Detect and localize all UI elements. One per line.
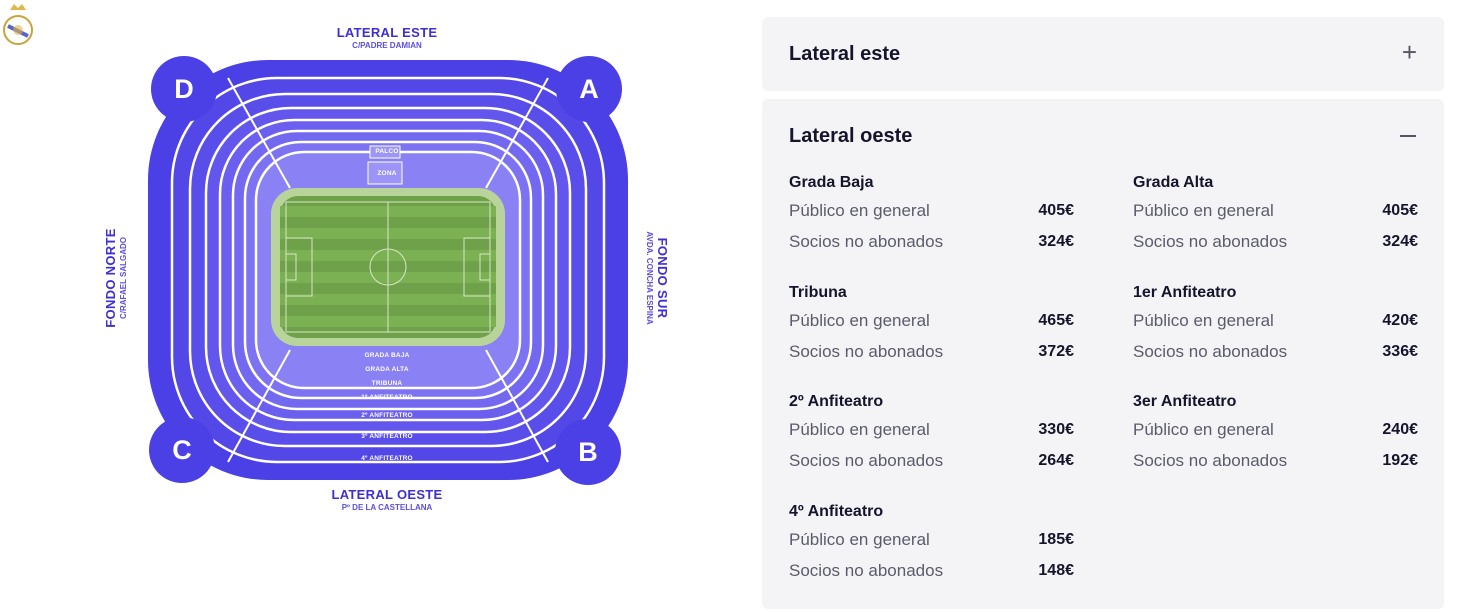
ring-label-grada-alta: GRADA ALTA <box>365 366 409 373</box>
price-row-label: Público en general <box>789 201 930 220</box>
lateral-este-title: LATERAL ESTE <box>336 25 438 40</box>
price-value: 240€ <box>1382 421 1418 438</box>
price-row: Socios no abonados 264€ <box>789 445 1074 476</box>
price-value: 185€ <box>1038 531 1074 548</box>
price-row: Público en general 185€ <box>789 524 1074 555</box>
accordion-lateral-este[interactable]: Lateral este + <box>762 17 1444 91</box>
section-title: Grada Baja <box>789 174 874 191</box>
section-title: 3er Anfiteatro <box>1133 393 1237 410</box>
price-row-label: Socios no abonados <box>789 342 944 361</box>
accordion-title: Lateral este <box>789 43 901 65</box>
section-title: 1er Anfiteatro <box>1133 284 1237 301</box>
stadium-map: PALCO ZONA GRADA BAJA GRADA ALTA TRIBUNA… <box>3 4 670 513</box>
price-value: 148€ <box>1038 562 1074 579</box>
price-row: Público en general 420€ <box>1133 305 1418 336</box>
ring-label-grada-baja: GRADA BAJA <box>364 352 410 359</box>
price-row-label: Socios no abonados <box>1133 232 1288 251</box>
price-value: 372€ <box>1038 343 1074 360</box>
price-section: Grada Baja Público en general 405€ Socio… <box>789 171 1074 257</box>
ring-label-3-anfiteatro: 3º ANFITEATRO <box>361 433 413 440</box>
price-row-label: Socios no abonados <box>789 232 944 251</box>
price-row: Socios no abonados 336€ <box>1133 336 1418 367</box>
club-crest-icon <box>3 4 33 45</box>
stadium-seating-svg <box>148 60 628 480</box>
price-row-label: Socios no abonados <box>1133 342 1288 361</box>
fondo-sur-street: AVDA. CONCHA ESPINA <box>645 231 654 325</box>
corner-a-badge[interactable]: A <box>556 56 622 122</box>
section-title: Grada Alta <box>1133 174 1214 191</box>
price-section: Grada Alta Público en general 405€ Socio… <box>1133 171 1418 257</box>
lateral-oeste-title: LATERAL OESTE <box>331 487 443 502</box>
sector-dividers <box>227 77 549 463</box>
price-row-label: Socios no abonados <box>789 451 944 470</box>
price-section: 4º Anfiteatro Público en general 185€ So… <box>789 500 1074 586</box>
price-row: Socios no abonados 148€ <box>789 555 1074 586</box>
corner-b-badge[interactable]: B <box>555 419 621 485</box>
price-value: 324€ <box>1382 233 1418 250</box>
price-value: 336€ <box>1382 343 1418 360</box>
price-row-label: Público en general <box>1133 311 1274 330</box>
fondo-norte-title: FONDO NORTE <box>103 228 118 328</box>
price-value: 324€ <box>1038 233 1074 250</box>
price-value: 330€ <box>1038 421 1074 438</box>
corner-d-badge[interactable]: D <box>151 56 217 122</box>
ring-label-tribuna: TRIBUNA <box>371 380 403 387</box>
ring-label-4-anfiteatro: 4º ANFITEATRO <box>361 455 413 462</box>
price-value: 192€ <box>1382 452 1418 469</box>
price-section: 1er Anfiteatro Público en general 420€ S… <box>1133 281 1418 367</box>
label-lateral-este: LATERAL ESTE C/PADRE DAMIAN <box>287 25 487 51</box>
price-row: Público en general 405€ <box>789 195 1074 226</box>
accordion-title: Lateral oeste <box>789 125 913 147</box>
label-fondo-norte: FONDO NORTE C/RAFAEL SALGADO <box>103 178 129 378</box>
section-title: 4º Anfiteatro <box>789 503 884 520</box>
ring-label-2-anfiteatro: 2º ANFITEATRO <box>361 412 413 419</box>
price-row: Público en general 240€ <box>1133 414 1418 445</box>
zona-label: ZONA <box>377 170 397 177</box>
minus-icon[interactable] <box>1400 135 1416 137</box>
price-row: Socios no abonados 324€ <box>789 226 1074 257</box>
fondo-norte-street: C/RAFAEL SALGADO <box>119 236 128 320</box>
price-value: 405€ <box>1382 202 1418 219</box>
price-row-label: Público en general <box>1133 420 1274 439</box>
price-value: 465€ <box>1038 312 1074 329</box>
price-row: Público en general 405€ <box>1133 195 1418 226</box>
price-section: Tribuna Público en general 465€ Socios n… <box>789 281 1074 367</box>
corner-c-badge[interactable]: C <box>149 417 215 483</box>
price-row: Público en general 465€ <box>789 305 1074 336</box>
price-row: Público en general 330€ <box>789 414 1074 445</box>
label-lateral-oeste: LATERAL OESTE Pº DE LA CASTELLANA <box>287 487 487 513</box>
price-value: 420€ <box>1382 312 1418 329</box>
palco-label: PALCO <box>375 148 399 155</box>
price-row-label: Socios no abonados <box>789 561 944 580</box>
section-title: 2º Anfiteatro <box>789 393 884 410</box>
lateral-este-street: C/PADRE DAMIAN <box>352 41 422 50</box>
price-row-label: Público en general <box>789 420 930 439</box>
label-fondo-sur: FONDO SUR AVDA. CONCHA ESPINA <box>644 178 670 378</box>
lateral-oeste-street: Pº DE LA CASTELLANA <box>341 503 433 512</box>
price-value: 264€ <box>1038 452 1074 469</box>
price-row: Socios no abonados 372€ <box>789 336 1074 367</box>
price-row: Socios no abonados 192€ <box>1133 445 1418 476</box>
ring-label-1-anfiteatro: 1º ANFITEATRO <box>361 394 413 401</box>
section-title: Tribuna <box>789 284 847 301</box>
fondo-sur-title: FONDO SUR <box>655 237 670 319</box>
price-value: 405€ <box>1038 202 1074 219</box>
price-section: 3er Anfiteatro Público en general 240€ S… <box>1133 390 1418 476</box>
zona-box[interactable] <box>367 161 403 185</box>
price-row-label: Público en general <box>789 530 930 549</box>
price-row-label: Público en general <box>789 311 930 330</box>
price-row: Socios no abonados 324€ <box>1133 226 1418 257</box>
price-row-label: Socios no abonados <box>1133 451 1288 470</box>
plus-icon[interactable]: + <box>1401 37 1417 67</box>
price-section: 2º Anfiteatro Público en general 330€ So… <box>789 390 1074 476</box>
pitch-lines <box>285 201 491 333</box>
price-row-label: Público en general <box>1133 201 1274 220</box>
accordion-lateral-oeste[interactable]: Lateral oeste Grada Baja Público en gene… <box>762 99 1444 609</box>
palco-box[interactable] <box>369 145 401 159</box>
